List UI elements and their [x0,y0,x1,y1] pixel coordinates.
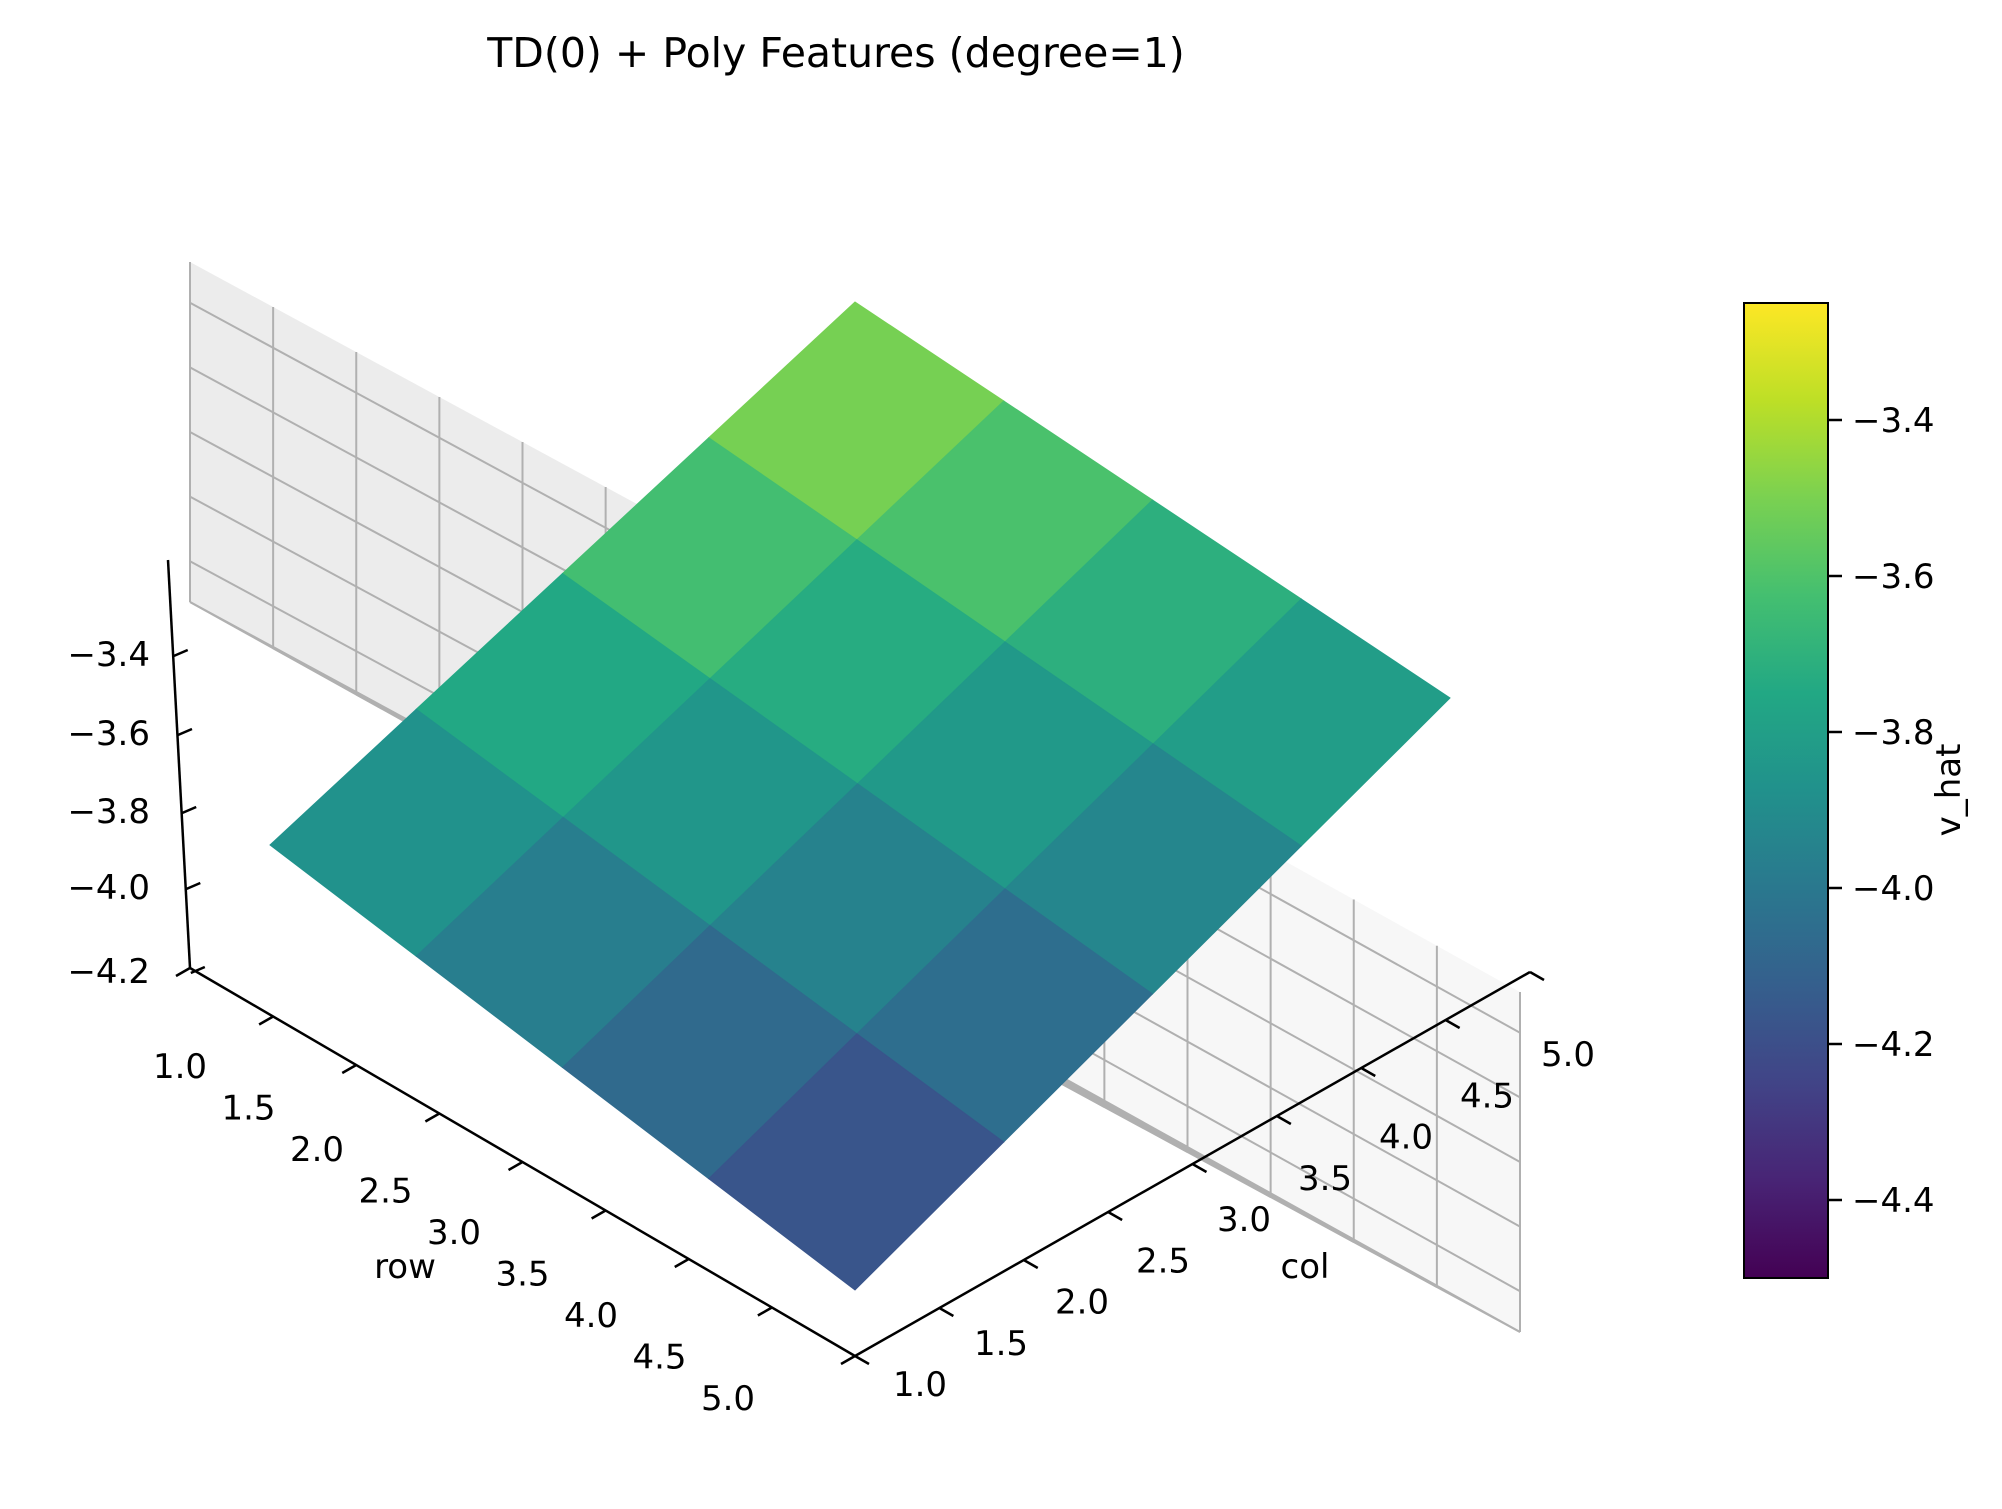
x-tick-label: 2.0 [1055,1283,1109,1323]
surface-patches [269,301,1451,1291]
z-tick-mark [185,881,201,891]
y-axis-label: row [374,1247,436,1287]
x-axis-label: col [1281,1247,1330,1287]
y-tick-mark [175,966,191,978]
z-tick-label: −3.8 [67,792,150,832]
y-tick-mark [258,1015,274,1026]
z-tick-label: −3.4 [67,635,150,675]
colorbar-tick-label: −4.4 [1852,1181,1935,1221]
z-tick-mark [177,727,193,737]
y-tick-label: 5.0 [701,1379,755,1419]
x-tick-mark [1023,1258,1039,1270]
y-tick-label: 1.5 [221,1089,275,1129]
x-tick-label: 4.0 [1379,1118,1433,1158]
x-tick-mark [938,1306,954,1318]
colorbar-ticks: −4.4 −4.2 −4.0 −3.8 −3.6 −3.4 [1828,401,1935,1221]
x-tick-label: 4.5 [1460,1076,1514,1116]
x-tick-mark [1360,1066,1376,1078]
y-tick-label: 4.5 [632,1338,686,1378]
colorbar-tick-label: −3.8 [1852,713,1935,753]
y-tick-mark [424,1112,440,1123]
z-axis-line [166,559,192,969]
y-tick-label: 4.0 [564,1296,618,1336]
y-tick-mark [591,1209,607,1220]
x-tick-mark [1191,1162,1208,1174]
x-tick-mark [1107,1210,1123,1222]
colorbar: −4.4 −4.2 −4.0 −3.8 −3.6 −3.4 v_hat [1743,302,1969,1279]
colorbar-tick-label: −4.2 [1852,1025,1935,1065]
z-tick-label: −4.2 [67,952,150,992]
y-tick-label: 2.5 [358,1172,412,1212]
y-tick-mark [840,1354,856,1366]
z-tick-label: −3.6 [67,714,150,754]
colorbar-tick-label: −3.6 [1852,557,1935,597]
colorbar-tick-label: −3.4 [1852,401,1935,441]
x-tick-label: 1.5 [974,1324,1028,1364]
z-tick-mark [173,648,189,658]
y-tick-mark [507,1160,524,1172]
z-tick-mark [181,805,197,815]
y-tick-label: 1.0 [153,1047,207,1087]
y-tick-label: 3.0 [427,1213,481,1253]
surface-patch [707,1033,1005,1291]
y-tick-mark [341,1063,357,1075]
colorbar-gradient [1743,302,1829,1279]
y-tick-mark [674,1257,690,1269]
y-tick-label: 3.5 [495,1255,549,1295]
z-tick-label: −4.0 [67,868,150,908]
colorbar-tick-label: −4.0 [1852,869,1935,909]
x-tick-mark [1276,1114,1292,1126]
x-tick-mark [1445,1018,1461,1030]
x-tick-mark [1529,970,1545,982]
colorbar-label: v_hat [1929,744,1969,837]
chart-title: TD(0) + Poly Features (degree=1) [486,29,1185,77]
z-tick-mark [190,965,206,975]
x-tick-label: 3.5 [1298,1159,1352,1199]
y-tick-mark [757,1306,773,1317]
x-tick-label: 3.0 [1217,1200,1271,1240]
x-tick-label: 2.5 [1136,1241,1190,1281]
x-tick-mark [854,1354,870,1366]
x-tick-label: 1.0 [893,1365,947,1405]
tick-labels: 1.0 1.5 2.0 2.5 3.0 3.5 4.0 4.5 5.0 1.0 1.5 2.0 2.5 3… [67,635,1595,1419]
y-tick-label: 2.0 [290,1130,344,1170]
x-tick-label: 5.0 [1541,1035,1595,1075]
